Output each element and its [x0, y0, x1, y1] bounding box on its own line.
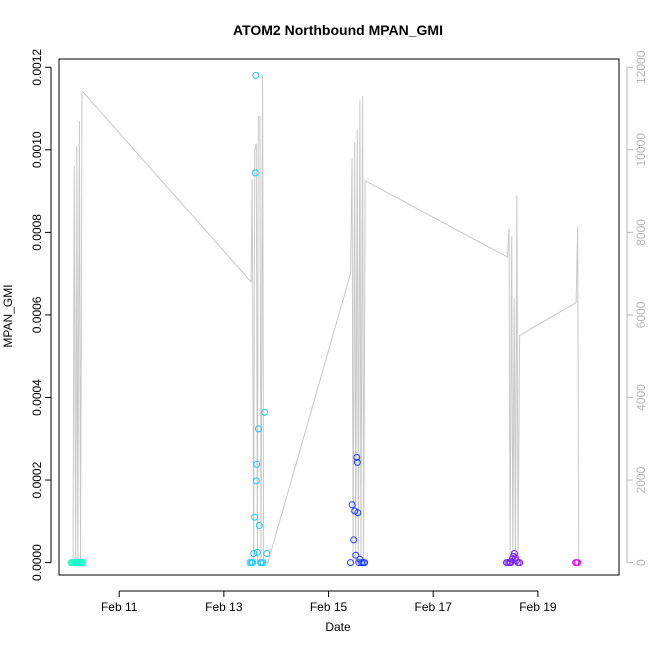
y-tick-label: 0.0012: [30, 49, 44, 86]
data-point: [251, 169, 259, 177]
data-point: [348, 501, 356, 509]
y2-tick-label: 0: [634, 559, 648, 566]
data-point: [254, 425, 262, 433]
data-point: [574, 559, 582, 567]
data-point: [251, 513, 259, 521]
data-point: [516, 559, 524, 567]
plot-frame: [58, 58, 620, 576]
y-tick-label: 0.0008: [30, 214, 44, 251]
data-point: [361, 559, 369, 567]
y-tick-label: 0.0006: [30, 296, 44, 333]
y2-tick-label: 12000: [634, 50, 648, 84]
data-point: [353, 458, 361, 466]
data-point: [259, 559, 267, 567]
x-tick-label: Feb 15: [310, 600, 348, 614]
data-point: [347, 559, 354, 567]
y-tick-label: 0.0010: [30, 131, 44, 168]
data-point: [354, 509, 362, 517]
data-point: [353, 453, 361, 461]
data-point: [79, 559, 87, 567]
data-point: [261, 408, 269, 416]
data-points-layer: [67, 72, 582, 567]
x-tick-label: Feb 19: [519, 600, 557, 614]
data-point: [252, 72, 260, 79]
y-axis-label: MPAN_GMI: [1, 284, 15, 347]
data-point: [255, 522, 263, 529]
axes-layer: Feb 11 Feb 13 Feb 15 Feb 17 Feb 19 0.0000 0.00…: [30, 49, 648, 614]
x-tick-label: Feb 13: [205, 600, 243, 614]
y2-tick-label: 6000: [634, 301, 648, 328]
data-point: [253, 548, 261, 556]
secondary-trace-layer: [72, 75, 580, 564]
data-point: [510, 550, 518, 557]
data-point: [253, 460, 261, 468]
y-tick-label: 0.0004: [30, 379, 44, 416]
y2-tick-label: 8000: [634, 219, 648, 246]
chart-title: ATOM2 Northbound MPAN_GMI: [233, 22, 443, 38]
data-point: [350, 536, 358, 544]
data-point: [263, 550, 271, 557]
data-point: [250, 550, 258, 557]
x-tick-label: Feb 11: [101, 600, 138, 614]
y2-tick-label: 2000: [634, 466, 648, 493]
data-point: [249, 559, 257, 567]
data-point: [252, 477, 260, 485]
y2-tick-label: 4000: [634, 384, 648, 411]
secondary-trace-line: [72, 75, 580, 564]
y-tick-label: 0.0000: [30, 544, 44, 581]
x-axis-label: Date: [325, 620, 351, 634]
x-tick-label: Feb 17: [415, 600, 453, 614]
y-tick-label: 0.0002: [30, 461, 44, 498]
y2-tick-label: 10000: [634, 133, 648, 167]
data-point: [352, 551, 360, 559]
